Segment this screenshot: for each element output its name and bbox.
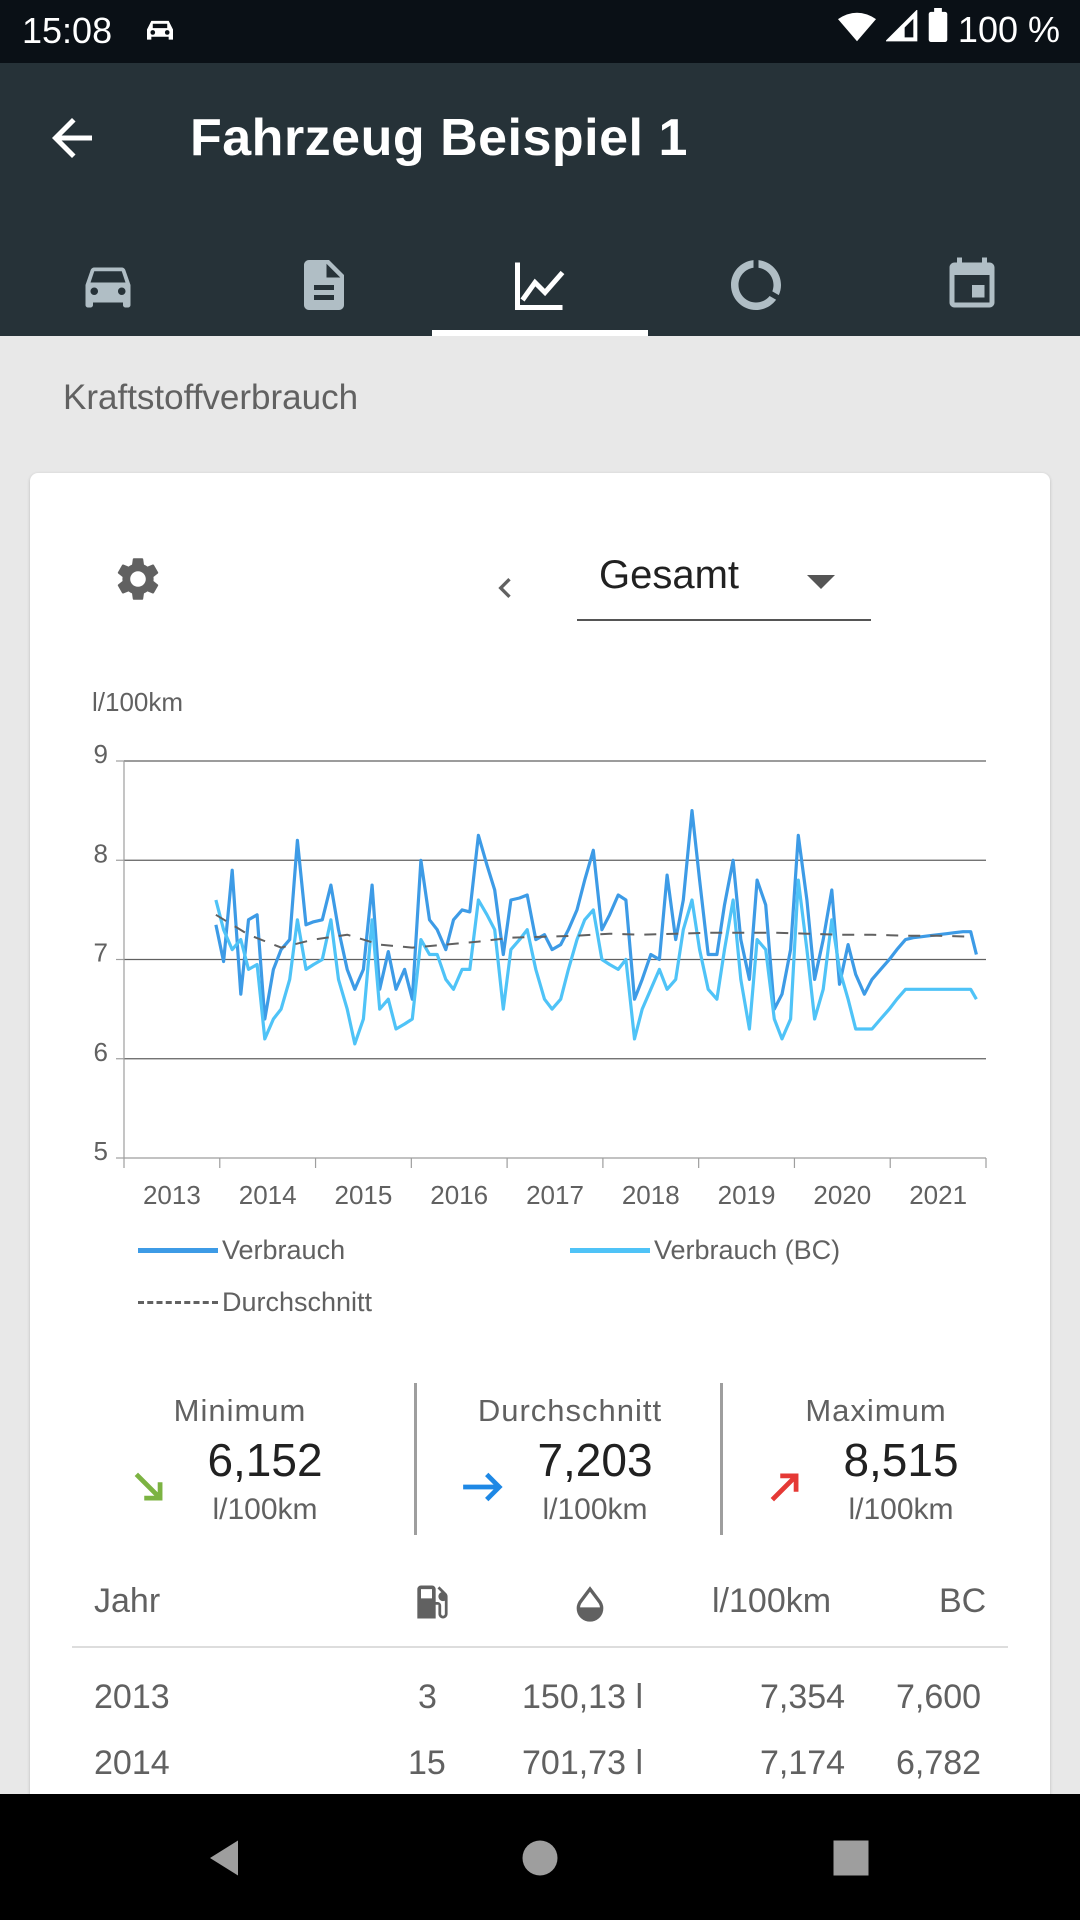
nav-back-button[interactable]	[203, 1837, 245, 1879]
divider	[414, 1383, 417, 1535]
stat-label: Durchschnitt	[477, 1393, 663, 1428]
x-tick-label: 2019	[718, 1180, 776, 1210]
legend-swatch	[138, 1248, 218, 1253]
wifi-icon	[837, 9, 876, 51]
nav-home-button[interactable]	[519, 1837, 561, 1879]
chart-legend: Verbrauch Verbrauch (BC) Durchschnitt	[30, 1235, 1050, 1335]
stat-unit: l/100km	[848, 1493, 954, 1526]
stat-value: 8,515	[843, 1434, 959, 1486]
gear-icon	[117, 558, 159, 600]
series-line-1	[214, 878, 978, 1046]
series-line-0	[214, 809, 978, 1021]
x-tick-label: 2014	[239, 1180, 297, 1210]
cell-consumption: 7,354	[760, 1678, 846, 1716]
x-tick-label: 2016	[430, 1180, 488, 1210]
stat-label: Minimum	[173, 1393, 307, 1428]
fuel-pump-icon	[410, 1580, 454, 1633]
stat-value: 6,152	[207, 1434, 323, 1486]
tab-vehicle[interactable]	[0, 233, 216, 336]
battery-percent: 100 %	[957, 8, 1060, 50]
legend-item-consumption-bc: Verbrauch (BC)	[570, 1235, 840, 1266]
tab-costs[interactable]	[648, 233, 864, 336]
arrow-up-right-icon	[766, 1468, 804, 1511]
stat-average: Durchschnitt 7,203 l/100km	[420, 1383, 720, 1533]
x-tick-label: 2021	[909, 1180, 967, 1210]
arrow-back-icon	[52, 118, 92, 158]
cell-year: 2013	[94, 1678, 170, 1716]
cell-bc: 6,782	[896, 1744, 982, 1782]
x-tick-label: 2018	[622, 1180, 680, 1210]
column-header-bc: BC	[939, 1582, 987, 1620]
tab-statistics[interactable]	[432, 233, 648, 336]
stat-unit: l/100km	[542, 1493, 648, 1526]
arrow-down-right-icon	[130, 1468, 168, 1511]
consumption-chart: l/100km 5 6 7 8 9 2013 2014 2015 2016 2017 2018 2019…	[92, 687, 987, 1210]
donut-icon	[731, 259, 781, 310]
tab-bar	[0, 233, 1080, 336]
tab-documents[interactable]	[216, 233, 432, 336]
series-line-2	[215, 913, 971, 949]
section-title: Kraftstoffverbrauch	[63, 378, 359, 417]
arrow-right-icon	[460, 1468, 504, 1511]
period-dropdown[interactable]: Gesamt	[577, 543, 871, 621]
back-button[interactable]	[42, 108, 102, 168]
x-tick-label: 2020	[813, 1180, 871, 1210]
stat-unit: l/100km	[212, 1493, 318, 1526]
car-notification-icon	[142, 18, 178, 49]
car-icon	[85, 267, 131, 307]
legend-item-consumption: Verbrauch	[138, 1235, 345, 1266]
tab-calendar[interactable]	[864, 233, 1080, 336]
system-nav-bar	[0, 1794, 1080, 1920]
y-tick-label: 6	[94, 1037, 108, 1067]
x-tick-label: 2017	[526, 1180, 584, 1210]
signal-icon	[885, 8, 918, 51]
column-header-year: Jahr	[94, 1582, 161, 1620]
legend-label: Verbrauch (BC)	[654, 1235, 841, 1265]
chevron-left-icon	[498, 578, 511, 598]
page-title: Fahrzeug Beispiel 1	[190, 109, 688, 167]
status-bar: 15:08 100 %	[0, 0, 1080, 63]
stat-maximum: Maximum 8,515 l/100km	[726, 1383, 1026, 1533]
chart-icon	[515, 262, 565, 310]
x-tick-label: 2013	[143, 1180, 201, 1210]
x-tick-label: 2015	[335, 1180, 393, 1210]
app-bar: Fahrzeug Beispiel 1	[0, 63, 1080, 336]
cell-count: 15	[408, 1744, 446, 1782]
period-value: Gesamt	[599, 553, 740, 597]
y-axis-label: l/100km	[92, 687, 183, 717]
drop-icon	[570, 1584, 610, 1633]
cell-consumption: 7,174	[760, 1744, 846, 1782]
column-header-consumption: l/100km	[712, 1582, 832, 1620]
statistics-card: Gesamt l/100km 5 6 7 8 9 2013 2014 2015 2016 2017 2…	[30, 473, 1050, 1920]
stat-label: Maximum	[805, 1393, 947, 1428]
cell-volume: 701,73 l	[522, 1744, 643, 1782]
cell-year: 2014	[94, 1744, 170, 1782]
nav-recents-button[interactable]	[830, 1837, 872, 1879]
status-time: 15:08	[22, 10, 113, 51]
calendar-icon	[949, 257, 995, 307]
legend-label: Durchschnitt	[222, 1287, 373, 1317]
document-icon	[304, 259, 344, 310]
settings-button[interactable]	[112, 553, 164, 610]
previous-period-button[interactable]	[485, 568, 525, 613]
cell-bc: 7,600	[896, 1678, 982, 1716]
cell-count: 3	[418, 1678, 437, 1716]
y-tick-label: 8	[94, 838, 108, 868]
divider	[720, 1383, 723, 1535]
battery-icon	[928, 8, 948, 51]
legend-swatch	[138, 1301, 218, 1304]
dropdown-arrow-icon	[807, 575, 835, 589]
legend-swatch	[570, 1248, 650, 1253]
legend-item-average: Durchschnitt	[138, 1287, 372, 1318]
stat-minimum: Minimum 6,152 l/100km	[90, 1383, 390, 1533]
table-divider	[72, 1646, 1008, 1648]
stat-value: 7,203	[537, 1434, 653, 1486]
y-tick-label: 9	[94, 739, 108, 769]
stats-row: Minimum 6,152 l/100km Durchschnitt 7,203…	[90, 1383, 1040, 1535]
y-tick-label: 7	[94, 938, 108, 968]
y-tick-label: 5	[94, 1136, 108, 1166]
legend-label: Verbrauch	[222, 1235, 346, 1265]
cell-volume: 150,13 l	[522, 1678, 643, 1716]
